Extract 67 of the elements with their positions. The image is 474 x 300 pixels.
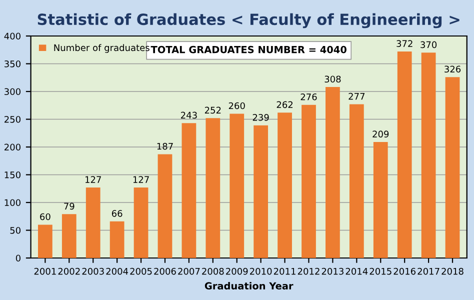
x-tick-label: 2006 [154,268,176,275]
bar [445,77,460,258]
annotation: TOTAL GRADUATES NUMBER = 4040 [150,46,346,54]
data-label: 60 [40,213,50,220]
data-label: 372 [396,40,412,48]
y-tick-label: 0 [16,254,20,262]
bar [278,112,292,258]
bar [110,221,124,258]
y-tick-label: 150 [4,171,20,178]
x-tick-label: 2014 [346,268,368,275]
bar [349,104,364,258]
x-tick-label: 2008 [202,268,224,275]
bar [254,125,268,258]
data-label: 187 [157,142,173,150]
y-tick-label: 100 [4,199,20,206]
y-tick-label: 250 [4,116,20,123]
y-tick-label: 400 [4,32,20,40]
x-tick-label: 2002 [58,268,80,275]
x-tick-label: 2001 [34,268,56,275]
bar [326,87,340,258]
x-axis-title: Graduation Year [204,282,294,290]
bar [421,52,436,258]
data-label: 370 [420,41,437,48]
x-tick-label: 2012 [298,268,320,275]
bar [86,188,100,258]
bar [373,142,388,258]
x-tick-label: 2016 [394,268,416,275]
x-tick-label: 2013 [322,268,344,275]
y-tick-label: 50 [10,226,20,234]
chart-title: Statistic of Graduates < Faculty of Engineering > [38,13,460,28]
bar [397,52,412,258]
y-tick-label: 200 [4,144,20,151]
legend-label: Number of graduates [54,44,150,53]
data-label: 277 [348,92,365,100]
data-label: 276 [300,93,317,100]
bar [38,224,52,258]
data-label: 326 [444,66,461,73]
x-tick-label: 2003 [82,268,104,275]
data-label: 66 [112,210,122,217]
bar [158,154,172,258]
data-label: 308 [324,76,341,83]
bar [230,114,244,258]
data-label: 262 [276,101,292,108]
data-label: 79 [64,202,74,210]
y-tick-label: 350 [4,60,20,68]
x-tick-label: 2015 [370,268,392,275]
x-tick-label: 2004 [106,268,128,275]
x-tick-label: 2011 [274,268,296,275]
x-tick-label: 2005 [130,268,152,275]
data-label: 127 [85,176,101,183]
bar [302,104,316,258]
x-tick-label: 2017 [418,268,440,275]
data-label: 252 [204,106,221,114]
y-tick-label: 300 [4,88,20,96]
bar [182,123,196,258]
x-tick-label: 2018 [442,268,464,275]
data-label: 209 [372,130,389,138]
data-label: 239 [252,114,269,121]
bar [134,188,148,258]
data-label: 260 [228,102,245,110]
x-tick-label: 2009 [226,268,248,275]
bar [62,214,76,258]
data-label: 127 [133,176,149,183]
x-tick-label: 2007 [178,268,200,275]
data-label: 243 [180,112,197,119]
bar [206,118,220,258]
x-tick-label: 2010 [250,268,272,275]
